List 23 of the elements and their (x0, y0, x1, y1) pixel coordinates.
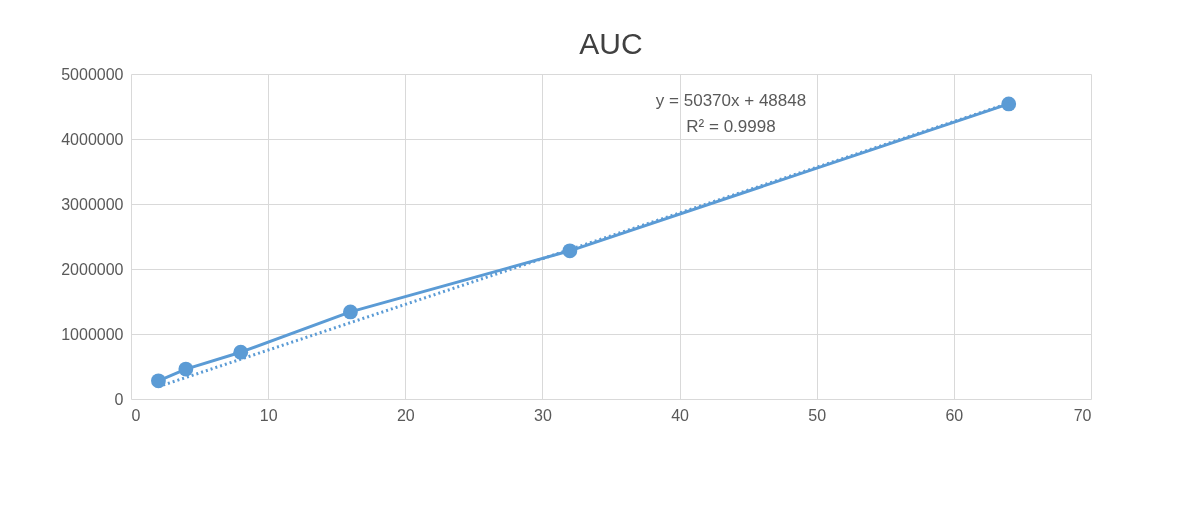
point (178, 361, 194, 377)
point (151, 373, 166, 389)
x-tick-label: 60 (945, 406, 964, 424)
x-tick-label: 30 (534, 406, 552, 424)
x-tick-label: 0 (131, 406, 141, 424)
y-tick-label: 4000000 (61, 130, 124, 148)
point (343, 304, 358, 320)
chart-title: AUC (579, 27, 643, 60)
x-tick-label: 20 (396, 406, 415, 424)
x-tick-label: 10 (259, 406, 278, 424)
y-tick-label: 3000000 (61, 195, 124, 213)
y-tick-label: 2000000 (61, 260, 124, 278)
x-tick-label: 70 (1073, 406, 1092, 424)
x-tick-label: 40 (671, 406, 690, 424)
point (233, 344, 249, 360)
point (562, 243, 578, 259)
y-tick-label: 5000000 (61, 65, 124, 83)
annotation: y = 50370x + 48848 (655, 91, 807, 110)
point (1001, 96, 1017, 112)
x-tick-label: 50 (808, 406, 827, 424)
annotation: R² = 0.9998 (686, 117, 776, 136)
y-tick-label: 0 (114, 390, 124, 408)
y-tick-label: 1000000 (61, 325, 124, 343)
